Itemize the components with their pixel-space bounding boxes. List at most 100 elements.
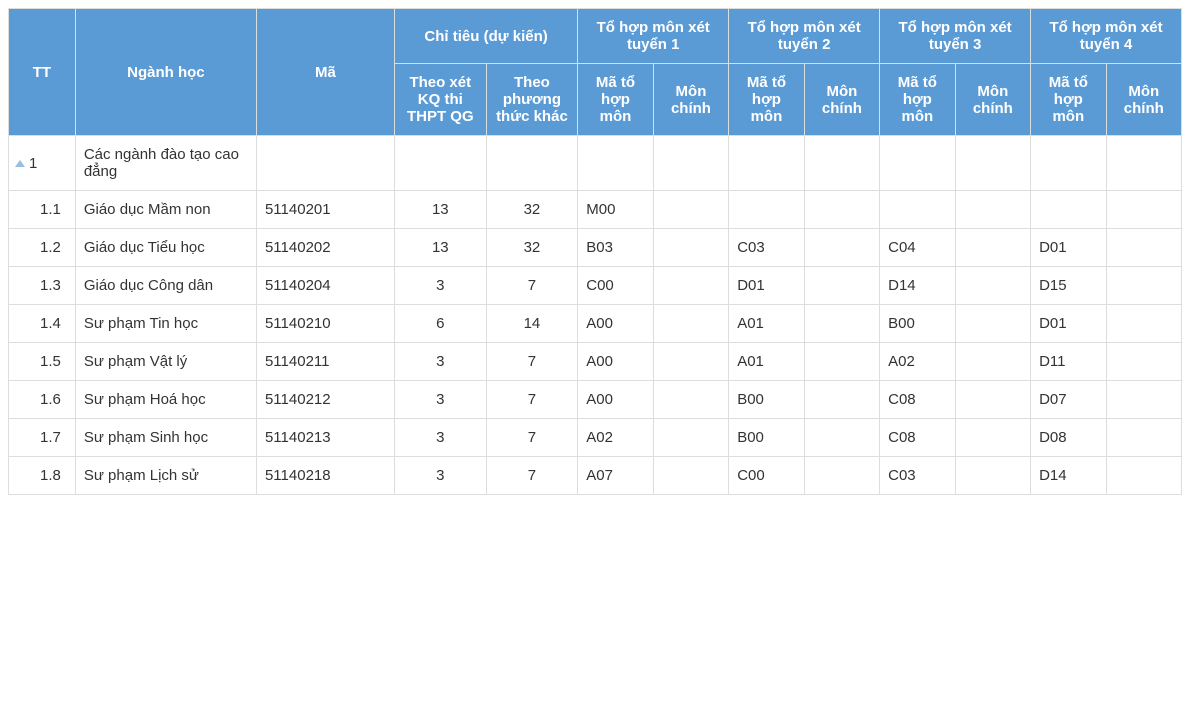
table-row: 1.5Sư phạm Vật lý5114021137A00A01A02D11 bbox=[9, 343, 1182, 381]
cell-mc2 bbox=[804, 229, 879, 267]
cell-m1: A00 bbox=[578, 381, 653, 419]
cell-m2: B00 bbox=[729, 419, 804, 457]
cell-code: 51140211 bbox=[256, 343, 394, 381]
colgroup-tohop2: Tổ hợp môn xét tuyển 2 bbox=[729, 9, 880, 64]
cell-mc3 bbox=[955, 457, 1030, 495]
cell-tt: 1.6 bbox=[9, 381, 76, 419]
cell-q1: 3 bbox=[394, 343, 486, 381]
cell-code: 51140201 bbox=[256, 191, 394, 229]
cell-q1: 3 bbox=[394, 267, 486, 305]
cell-mc1 bbox=[653, 136, 728, 191]
cell-tt: 1.5 bbox=[9, 343, 76, 381]
cell-mc1 bbox=[653, 191, 728, 229]
cell-q1: 13 bbox=[394, 229, 486, 267]
cell-m3: C04 bbox=[880, 229, 955, 267]
cell-mc4 bbox=[1106, 267, 1181, 305]
cell-name: Giáo dục Công dân bbox=[75, 267, 256, 305]
cell-mc2 bbox=[804, 267, 879, 305]
cell-m1: M00 bbox=[578, 191, 653, 229]
cell-mc3 bbox=[955, 343, 1030, 381]
col-nganh: Ngành học bbox=[75, 9, 256, 136]
cell-mc3 bbox=[955, 419, 1030, 457]
table-row: 1.6Sư phạm Hoá học5114021237A00B00C08D07 bbox=[9, 381, 1182, 419]
cell-m4: D11 bbox=[1031, 343, 1106, 381]
cell-code bbox=[256, 136, 394, 191]
cell-mc4 bbox=[1106, 419, 1181, 457]
cell-code: 51140210 bbox=[256, 305, 394, 343]
cell-mc2 bbox=[804, 457, 879, 495]
cell-m3: B00 bbox=[880, 305, 955, 343]
colgroup-tohop1: Tổ hợp môn xét tuyển 1 bbox=[578, 9, 729, 64]
cell-tt: 1.8 bbox=[9, 457, 76, 495]
cell-mc4 bbox=[1106, 457, 1181, 495]
expand-icon[interactable] bbox=[15, 160, 25, 167]
cell-m4: D01 bbox=[1031, 305, 1106, 343]
cell-m1: C00 bbox=[578, 267, 653, 305]
cell-m4: D14 bbox=[1031, 457, 1106, 495]
cell-m3 bbox=[880, 136, 955, 191]
cell-tt: 1 bbox=[9, 136, 76, 191]
cell-m1: B03 bbox=[578, 229, 653, 267]
cell-m3: C03 bbox=[880, 457, 955, 495]
cell-q2: 32 bbox=[486, 229, 578, 267]
cell-q1: 13 bbox=[394, 191, 486, 229]
cell-mc2 bbox=[804, 136, 879, 191]
table-row: 1Các ngành đào tạo cao đẳng bbox=[9, 136, 1182, 191]
cell-q2: 7 bbox=[486, 419, 578, 457]
col-matohop4: Mã tổ hợp môn bbox=[1031, 64, 1106, 136]
cell-m2: A01 bbox=[729, 343, 804, 381]
cell-m1: A00 bbox=[578, 305, 653, 343]
colgroup-chitieu: Chỉ tiêu (dự kiến) bbox=[394, 9, 577, 64]
cell-name: Sư phạm Sinh học bbox=[75, 419, 256, 457]
admissions-table: TT Ngành học Mã Chỉ tiêu (dự kiến) Tổ hợ… bbox=[8, 8, 1182, 495]
cell-name: Các ngành đào tạo cao đẳng bbox=[75, 136, 256, 191]
cell-m3 bbox=[880, 191, 955, 229]
col-theo-pt: Theo phương thức khác bbox=[486, 64, 578, 136]
col-ma: Mã bbox=[256, 9, 394, 136]
cell-q1 bbox=[394, 136, 486, 191]
cell-name: Sư phạm Tin học bbox=[75, 305, 256, 343]
cell-name: Giáo dục Tiểu học bbox=[75, 229, 256, 267]
cell-m3: A02 bbox=[880, 343, 955, 381]
cell-q2: 14 bbox=[486, 305, 578, 343]
cell-mc4 bbox=[1106, 381, 1181, 419]
cell-m4: D15 bbox=[1031, 267, 1106, 305]
cell-m3: D14 bbox=[880, 267, 955, 305]
col-monchinh4: Môn chính bbox=[1106, 64, 1181, 136]
cell-mc3 bbox=[955, 229, 1030, 267]
cell-mc3 bbox=[955, 136, 1030, 191]
cell-tt: 1.2 bbox=[9, 229, 76, 267]
cell-q2: 7 bbox=[486, 457, 578, 495]
table-row: 1.7Sư phạm Sinh học5114021337A02B00C08D0… bbox=[9, 419, 1182, 457]
cell-code: 51140204 bbox=[256, 267, 394, 305]
cell-mc4 bbox=[1106, 191, 1181, 229]
table-row: 1.1Giáo dục Mầm non511402011332M00 bbox=[9, 191, 1182, 229]
colgroup-tohop3: Tổ hợp môn xét tuyển 3 bbox=[880, 9, 1031, 64]
cell-tt: 1.1 bbox=[9, 191, 76, 229]
cell-m2: A01 bbox=[729, 305, 804, 343]
cell-q1: 3 bbox=[394, 381, 486, 419]
cell-mc1 bbox=[653, 381, 728, 419]
colgroup-tohop4: Tổ hợp môn xét tuyển 4 bbox=[1031, 9, 1182, 64]
cell-m4 bbox=[1031, 191, 1106, 229]
table-row: 1.2Giáo dục Tiểu học511402021332B03C03C0… bbox=[9, 229, 1182, 267]
cell-m3: C08 bbox=[880, 381, 955, 419]
cell-mc1 bbox=[653, 305, 728, 343]
col-monchinh2: Môn chính bbox=[804, 64, 879, 136]
col-matohop2: Mã tổ hợp môn bbox=[729, 64, 804, 136]
cell-m2 bbox=[729, 191, 804, 229]
table-row: 1.3Giáo dục Công dân5114020437C00D01D14D… bbox=[9, 267, 1182, 305]
cell-mc3 bbox=[955, 305, 1030, 343]
table-header: TT Ngành học Mã Chỉ tiêu (dự kiến) Tổ hợ… bbox=[9, 9, 1182, 136]
cell-m1: A07 bbox=[578, 457, 653, 495]
cell-m2: C00 bbox=[729, 457, 804, 495]
cell-mc1 bbox=[653, 267, 728, 305]
cell-mc2 bbox=[804, 305, 879, 343]
cell-tt: 1.3 bbox=[9, 267, 76, 305]
cell-code: 51140212 bbox=[256, 381, 394, 419]
cell-q2: 7 bbox=[486, 343, 578, 381]
cell-m1: A00 bbox=[578, 343, 653, 381]
cell-m4 bbox=[1031, 136, 1106, 191]
cell-mc3 bbox=[955, 267, 1030, 305]
cell-mc2 bbox=[804, 381, 879, 419]
